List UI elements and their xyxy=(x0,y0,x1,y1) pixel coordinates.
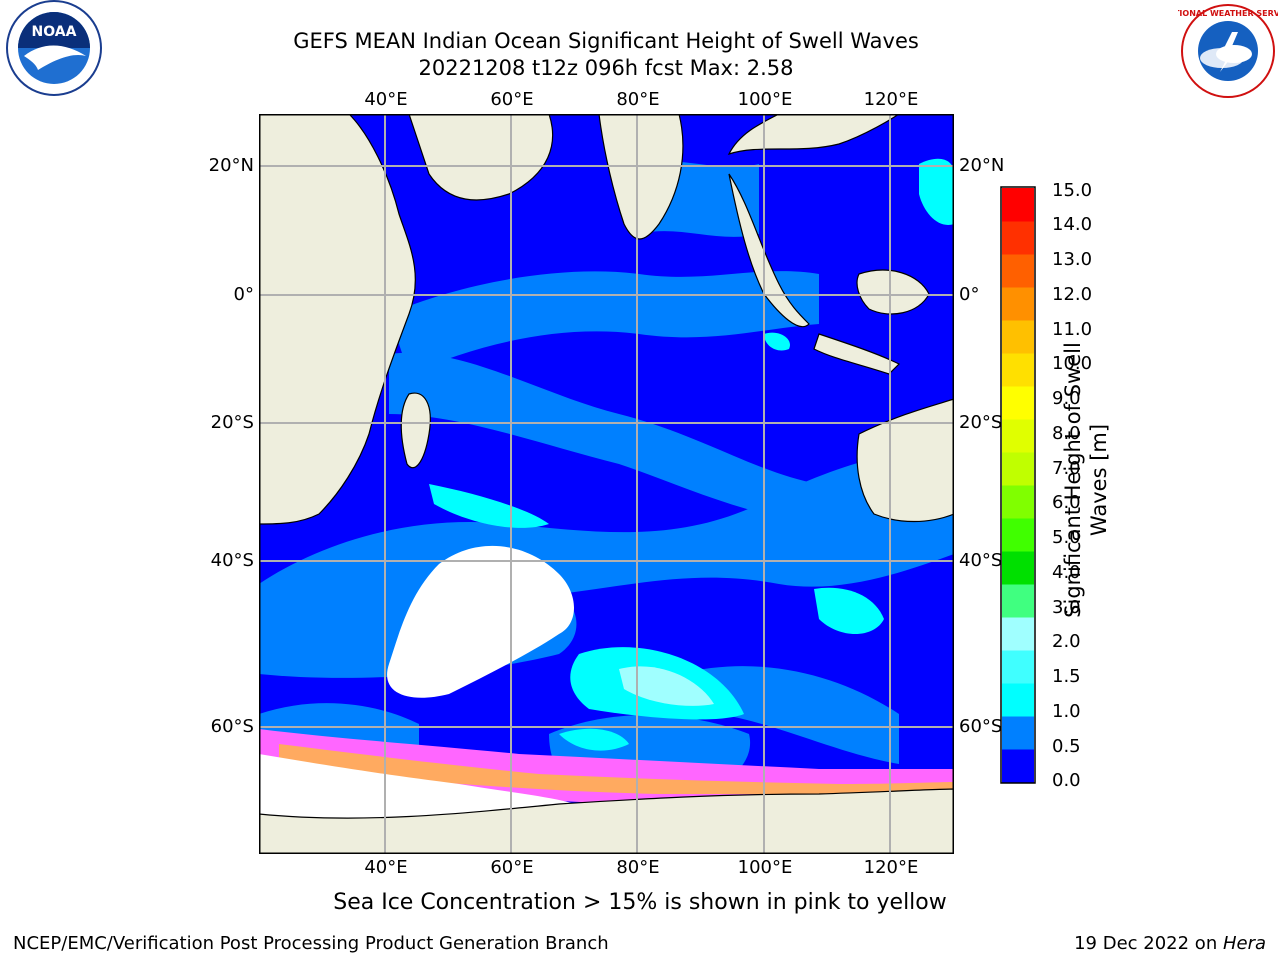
chart-subtitle: 20221208 t12z 096h fcst Max: 2.58 xyxy=(418,56,794,80)
footer-date-text: 19 Dec 2022 on xyxy=(1074,933,1223,954)
svg-text:NATIONAL WEATHER SERVICE: NATIONAL WEATHER SERVICE xyxy=(1178,9,1278,18)
colorbar-tick: 10.0 xyxy=(1052,353,1093,374)
colorbar-tick: 7.0 xyxy=(1052,458,1081,479)
colorbar-segment xyxy=(1002,485,1034,519)
lat-tick-left: 40°S xyxy=(210,550,254,571)
lon-tick-top: 40°E xyxy=(364,89,408,110)
colorbar-segment xyxy=(1002,320,1034,354)
colorbar-segment xyxy=(1002,188,1034,222)
colorbar-segment xyxy=(1002,551,1034,585)
colorbar-tick: 5.0 xyxy=(1052,527,1081,548)
lat-tick-left: 20°N xyxy=(208,155,254,176)
colorbar xyxy=(1000,186,1036,784)
colorbar-segment xyxy=(1002,584,1034,618)
lat-tick-left: 20°S xyxy=(210,412,254,433)
colorbar-segment xyxy=(1002,452,1034,486)
footer-date: 19 Dec 2022 on Hera xyxy=(1074,933,1266,954)
colorbar-label: Significant Height of Swell Waves [m] xyxy=(1061,342,1111,618)
lat-tick-left: 60°S xyxy=(210,716,254,737)
colorbar-tick: 3.0 xyxy=(1052,597,1081,618)
colorbar-tick: 4.0 xyxy=(1052,562,1081,583)
lon-tick-top: 100°E xyxy=(737,89,793,110)
colorbar-tick: 1.0 xyxy=(1052,701,1081,722)
colorbar-tick: 15.0 xyxy=(1052,180,1093,201)
colorbar-tick: 6.0 xyxy=(1052,492,1081,513)
lon-tick-top: 60°E xyxy=(490,89,534,110)
sea-ice-caption: Sea Ice Concentration > 15% is shown in … xyxy=(333,890,947,915)
footer-credit: NCEP/EMC/Verification Post Processing Pr… xyxy=(13,933,609,954)
colorbar-tick: 1.5 xyxy=(1052,666,1081,687)
lon-tick-bottom: 40°E xyxy=(364,857,408,878)
colorbar-tick: 8.0 xyxy=(1052,423,1081,444)
svg-text:NOAA: NOAA xyxy=(32,24,77,40)
lon-tick-bottom: 60°E xyxy=(490,857,534,878)
colorbar-segment xyxy=(1002,353,1034,387)
lon-tick-bottom: 100°E xyxy=(737,857,793,878)
colorbar-segment xyxy=(1002,386,1034,420)
landmasses xyxy=(259,114,954,854)
map-frame xyxy=(259,114,954,854)
colorbar-segment xyxy=(1002,650,1034,684)
colorbar-tick: 0.0 xyxy=(1052,770,1081,791)
graticule xyxy=(259,114,954,854)
colorbar-tick: 14.0 xyxy=(1052,214,1093,235)
lon-tick-bottom: 120°E xyxy=(863,857,919,878)
colorbar-tick: 13.0 xyxy=(1052,249,1093,270)
colorbar-tick: 12.0 xyxy=(1052,284,1093,305)
colorbar-segment xyxy=(1002,287,1034,321)
nws-logo: NATIONAL WEATHER SERVICE xyxy=(1178,4,1278,98)
lat-tick-right: 40°S xyxy=(959,550,1003,571)
lat-tick-right: 60°S xyxy=(959,716,1003,737)
lat-tick-right: 20°S xyxy=(959,412,1003,433)
colorbar-segment xyxy=(1002,683,1034,717)
colorbar-tick: 9.0 xyxy=(1052,388,1081,409)
lat-tick-right: 20°N xyxy=(959,155,1005,176)
chart-title: GEFS MEAN Indian Ocean Significant Heigh… xyxy=(293,29,919,53)
colorbar-segment xyxy=(1002,419,1034,453)
colorbar-segment xyxy=(1002,221,1034,255)
lat-tick-right: 0° xyxy=(959,284,980,305)
colorbar-segment xyxy=(1002,716,1034,750)
colorbar-tick: 0.5 xyxy=(1052,736,1081,757)
colorbar-tick: 11.0 xyxy=(1052,319,1093,340)
lat-tick-left: 0° xyxy=(233,284,254,305)
colorbar-segment xyxy=(1002,254,1034,288)
colorbar-segment xyxy=(1002,749,1034,783)
swell-band-1.5 xyxy=(619,666,714,706)
lon-tick-bottom: 80°E xyxy=(616,857,660,878)
lon-tick-top: 120°E xyxy=(863,89,919,110)
colorbar-tick: 2.0 xyxy=(1052,631,1081,652)
footer-host: Hera xyxy=(1222,933,1266,954)
swell-height-map xyxy=(259,114,954,854)
colorbar-frame xyxy=(1000,186,1036,784)
colorbar-segment xyxy=(1002,617,1034,651)
lon-tick-top: 80°E xyxy=(616,89,660,110)
colorbar-segment xyxy=(1002,518,1034,552)
noaa-logo: NOAA xyxy=(6,0,102,96)
